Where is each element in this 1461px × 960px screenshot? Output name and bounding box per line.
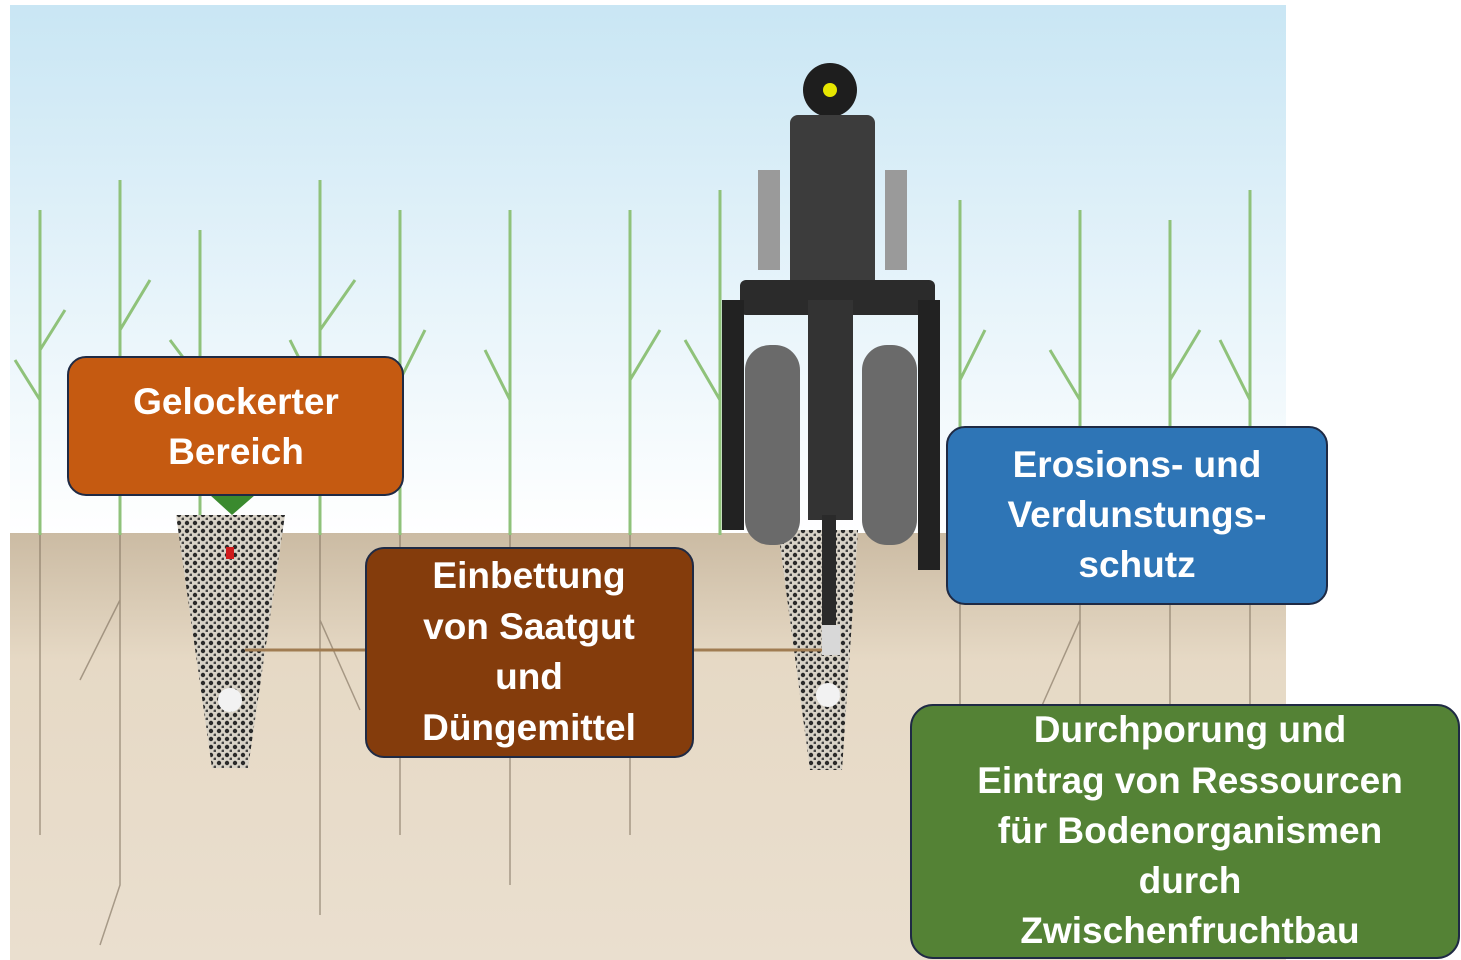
seedling xyxy=(210,495,255,515)
label-text: Gelockerter xyxy=(133,381,339,422)
label-text: Einbettung xyxy=(432,555,625,596)
fertilizer xyxy=(816,683,840,707)
label-box xyxy=(365,547,694,758)
loosened-zone xyxy=(176,515,285,768)
label-box xyxy=(946,426,1328,605)
label-text: Verdunstungs- xyxy=(1007,494,1266,535)
label-text: Erosions- und xyxy=(1013,444,1262,485)
fertilizer xyxy=(218,688,242,712)
seed xyxy=(226,547,234,559)
label-text: Düngemittel xyxy=(422,707,636,748)
label-text: Bereich xyxy=(168,431,304,472)
label-text: von Saatgut xyxy=(423,606,635,647)
label-text: Durchporung und xyxy=(1034,709,1346,750)
label-text: und xyxy=(495,656,563,697)
label-text: durch xyxy=(1139,860,1242,901)
label-text: Zwischenfruchtbau xyxy=(1020,910,1359,951)
label-text: Eintrag von Ressourcen xyxy=(977,760,1403,801)
machine xyxy=(722,63,940,655)
label-box xyxy=(67,356,404,496)
label-text: für Bodenorganismen xyxy=(998,810,1382,851)
label-text: schutz xyxy=(1078,544,1195,585)
label-box xyxy=(910,704,1460,959)
